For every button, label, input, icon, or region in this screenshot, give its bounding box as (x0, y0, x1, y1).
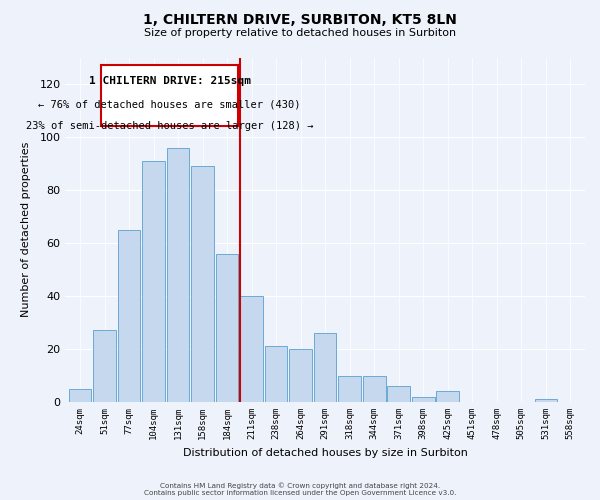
Bar (363, 376, 386, 402)
Bar (535, 400, 557, 402)
Bar (216, 254, 238, 402)
Bar (191, 166, 214, 402)
Text: 23% of semi-detached houses are larger (128) →: 23% of semi-detached houses are larger (… (26, 121, 313, 131)
Bar (142, 161, 165, 402)
Text: Contains HM Land Registry data © Crown copyright and database right 2024.: Contains HM Land Registry data © Crown c… (160, 482, 440, 489)
Bar (241, 296, 263, 402)
Bar (289, 349, 312, 402)
Text: Contains public sector information licensed under the Open Government Licence v3: Contains public sector information licen… (144, 490, 456, 496)
X-axis label: Distribution of detached houses by size in Surbiton: Distribution of detached houses by size … (183, 448, 467, 458)
FancyBboxPatch shape (101, 66, 238, 126)
Bar (412, 397, 434, 402)
Bar (388, 386, 410, 402)
Text: ← 76% of detached houses are smaller (430): ← 76% of detached houses are smaller (43… (38, 100, 301, 110)
Text: Size of property relative to detached houses in Surbiton: Size of property relative to detached ho… (144, 28, 456, 38)
Bar (265, 346, 287, 402)
Bar (118, 230, 140, 402)
Bar (69, 389, 91, 402)
Bar (436, 392, 459, 402)
Bar (94, 330, 116, 402)
Bar (338, 376, 361, 402)
Y-axis label: Number of detached properties: Number of detached properties (21, 142, 31, 318)
Text: 1, CHILTERN DRIVE, SURBITON, KT5 8LN: 1, CHILTERN DRIVE, SURBITON, KT5 8LN (143, 12, 457, 26)
Bar (314, 333, 337, 402)
Text: 1 CHILTERN DRIVE: 215sqm: 1 CHILTERN DRIVE: 215sqm (89, 76, 251, 86)
Bar (167, 148, 190, 402)
